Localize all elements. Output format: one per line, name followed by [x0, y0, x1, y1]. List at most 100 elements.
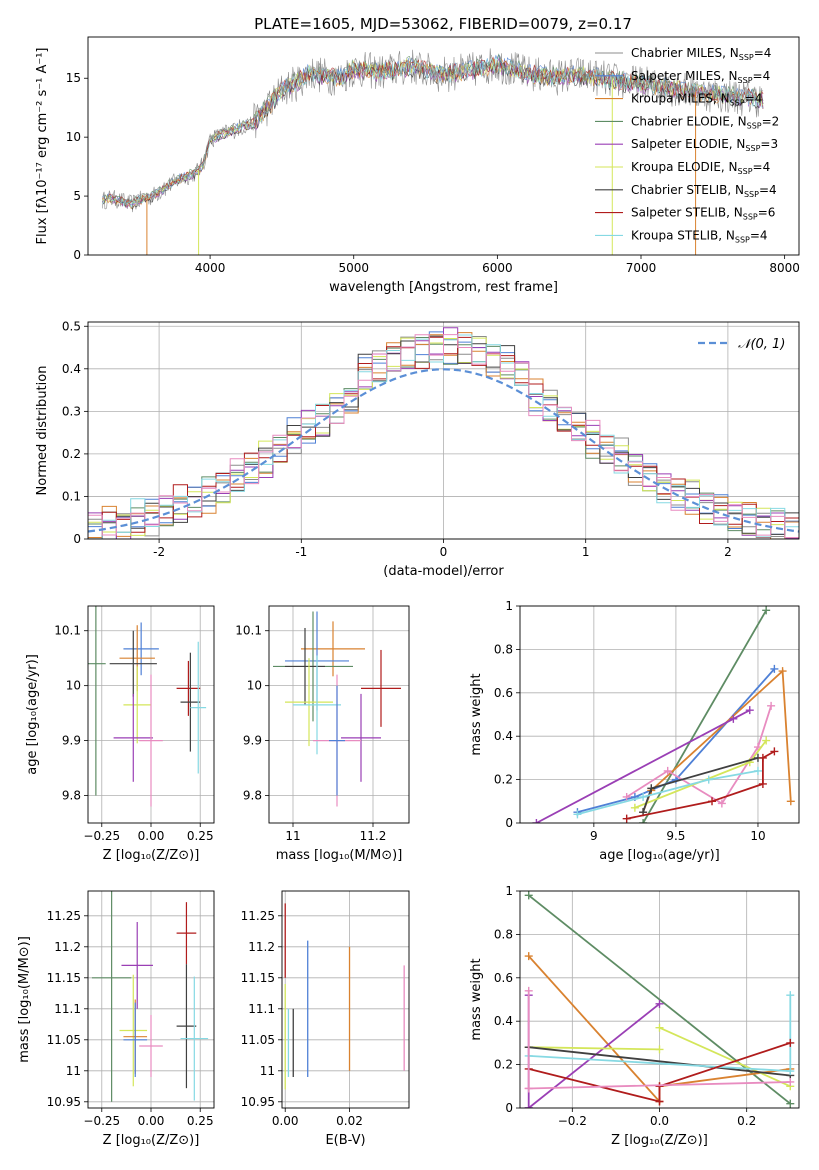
weight-marker	[524, 986, 533, 995]
weight-line	[626, 750, 775, 820]
weight-vs-metallicity-panel: −0.2 0.0 0.2 0 0.2 0.4 0.6 0.8 1 Z [log₁₀(Z/Z⊙)] m…	[469, 884, 800, 1148]
y-tick-label: 11.15	[47, 971, 81, 985]
axes-frame	[281, 890, 410, 1109]
plot-area	[532, 606, 795, 823]
y-tick-label: 0.5	[62, 319, 81, 333]
plot-area	[88, 327, 799, 539]
x-axis-label: mass [log₁₀(M/M⊙)]	[276, 848, 403, 863]
x-tick-label: −0.2	[558, 1114, 587, 1128]
y-tick-label: 1	[505, 884, 513, 898]
y-tick-label: 0	[73, 532, 81, 546]
weight-marker	[655, 1097, 664, 1106]
legend-entry: Chabrier MILES, NSSP=4	[631, 46, 771, 62]
weight-marker	[622, 792, 631, 801]
plot-area	[91, 891, 209, 1102]
y-tick-label: 0.4	[62, 362, 81, 376]
y-tick-label: 9.9	[243, 734, 262, 748]
axes-frame	[87, 890, 215, 1109]
weight-marker	[524, 952, 533, 961]
weight-marker	[717, 799, 726, 808]
y-tick-label: 10	[66, 130, 81, 144]
y-axis-label: mass weight	[469, 673, 484, 755]
weight-line	[528, 1081, 791, 1090]
y-tick-label: 11.05	[47, 1033, 81, 1047]
y-tick-label: 11.2	[248, 940, 275, 954]
weight-marker	[655, 1023, 664, 1032]
gaussian-curve	[88, 368, 799, 533]
y-tick-label: 11.2	[54, 940, 81, 954]
weight-marker	[758, 753, 767, 762]
y-axis-label: mass weight	[469, 958, 484, 1040]
y-axis-label: age [log₁₀(age/yr)]	[25, 654, 40, 775]
mass-vs-metallicity-panel: −0.25 0.00 0.25 10.95 11 11.05 11.1 11.15 11.2 11…	[17, 890, 215, 1148]
x-tick-label: 0.2	[737, 1114, 756, 1128]
x-tick-label: 5000	[338, 261, 369, 275]
weight-line	[528, 1003, 661, 1108]
weight-marker	[786, 797, 795, 806]
weight-marker	[524, 1104, 533, 1108]
x-tick-label: 0.02	[336, 1114, 363, 1128]
y-tick-label: 11	[66, 1064, 81, 1078]
y-tick-label: 0.2	[494, 1058, 513, 1072]
weight-marker	[786, 1067, 795, 1076]
y-tick-label: 11.05	[241, 1033, 275, 1047]
y-tick-label: 11.15	[241, 971, 275, 985]
spectrum-panel: 4000 5000 6000 7000 8000 0 5 10 15 wavelength [An…	[35, 36, 800, 295]
x-tick-label: 9.5	[666, 829, 685, 843]
y-tick-label: 11.1	[248, 1002, 275, 1016]
weight-marker	[622, 814, 631, 823]
weight-marker	[786, 991, 795, 1000]
weight-line	[642, 609, 767, 823]
y-tick-label: 15	[66, 71, 81, 85]
weight-marker	[639, 792, 648, 801]
weight-marker	[770, 747, 779, 756]
weight-line	[535, 709, 751, 823]
legend-entry: Chabrier STELIB, NSSP=4	[631, 183, 777, 199]
weight-marker	[639, 819, 648, 823]
y-tick-label: 9.9	[62, 734, 81, 748]
x-tick-label: 4000	[195, 261, 226, 275]
y-tick-label: 11.25	[241, 909, 275, 923]
age-vs-metallicity-panel: −0.25 0.00 0.25 9.8 9.9 10 10.1 Z [log₁₀(Z/Z⊙)]…	[25, 605, 215, 863]
axes-frame	[87, 605, 215, 824]
y-tick-label: 0.8	[494, 927, 513, 941]
legend-entry: Kroupa ELODIE, NSSP=4	[631, 160, 770, 176]
y-tick-label: 10.95	[47, 1095, 81, 1109]
y-tick-label: 0.4	[494, 1014, 513, 1028]
x-tick-label: 0.00	[138, 1114, 165, 1128]
x-tick-label: 11.2	[360, 829, 387, 843]
weight-marker	[778, 667, 787, 676]
plot-area	[284, 903, 405, 1090]
y-tick-label: 1	[505, 599, 513, 613]
weight-line	[528, 1042, 791, 1103]
y-tick-label: 0	[73, 248, 81, 262]
weight-line	[577, 770, 759, 816]
x-tick-label: -2	[153, 545, 165, 559]
weight-marker	[647, 784, 656, 793]
y-tick-label: 10	[66, 679, 81, 693]
x-tick-label: 11	[285, 829, 300, 843]
x-tick-label: 9	[590, 829, 598, 843]
figure-title: PLATE=1605, MJD=53062, FIBERID=0079, z=0…	[254, 15, 632, 33]
weight-marker	[655, 1082, 664, 1091]
weight-marker	[786, 1077, 795, 1086]
legend-entry: Chabrier ELODIE, NSSP=2	[631, 114, 779, 130]
y-tick-label: 0.8	[494, 642, 513, 656]
y-axis-label: Normed distribution	[35, 366, 50, 496]
axes-frame	[87, 321, 800, 540]
weight-marker	[573, 810, 582, 819]
y-axis-label: mass [log₁₀(M/M⊙)]	[17, 936, 32, 1063]
weight-marker	[663, 766, 672, 775]
weight-marker	[758, 779, 767, 788]
weight-marker	[524, 891, 533, 900]
weight-marker	[745, 706, 754, 715]
histogram-series	[88, 334, 799, 539]
x-tick-label: −0.25	[83, 1114, 120, 1128]
y-tick-label: 0	[505, 816, 513, 830]
weight-marker	[762, 606, 771, 615]
legend-entry: Kroupa STELIB, NSSP=4	[631, 228, 768, 244]
axes-frame	[519, 890, 800, 1109]
weight-marker	[770, 664, 779, 673]
y-tick-label: 9.8	[243, 789, 262, 803]
y-tick-label: 11	[260, 1064, 275, 1078]
